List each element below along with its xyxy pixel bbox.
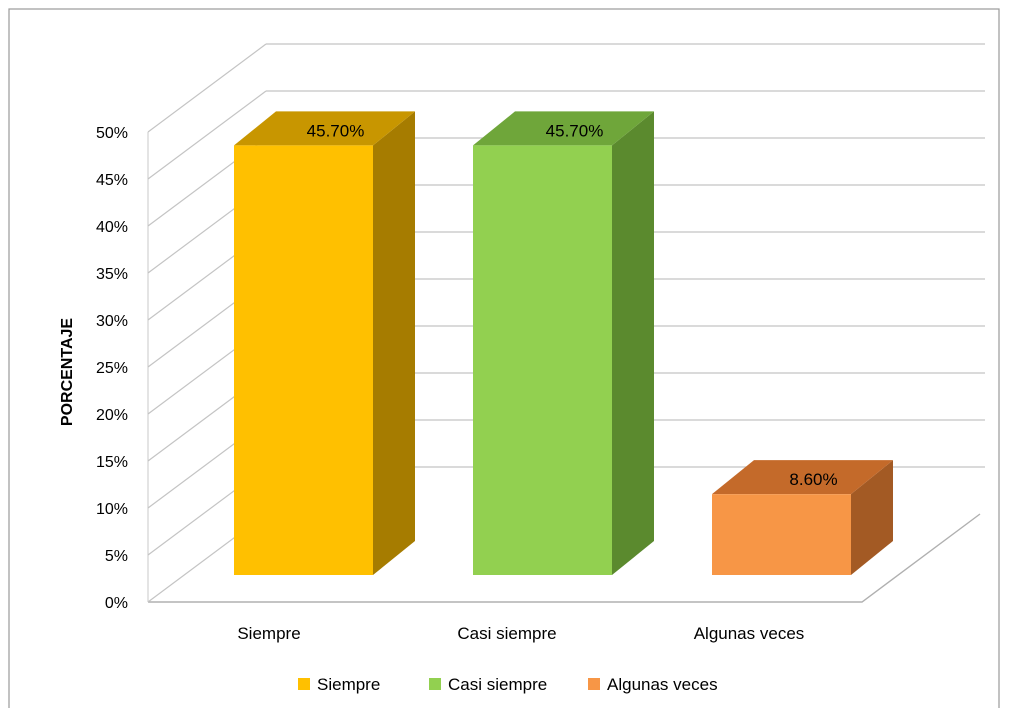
gridline-side bbox=[147, 43, 267, 133]
y-tick-label: 40% bbox=[96, 219, 128, 236]
gridline-side bbox=[147, 90, 267, 180]
bar-1: 45.70% bbox=[234, 111, 415, 576]
legend-item: Siempre bbox=[298, 675, 380, 694]
bar-top bbox=[712, 460, 893, 495]
data-label: 45.70% bbox=[307, 121, 365, 140]
bar-top bbox=[473, 111, 654, 146]
bar-2: 45.70% bbox=[473, 111, 654, 576]
y-tick-label: 20% bbox=[96, 407, 128, 424]
x-tick-label: Algunas veces bbox=[694, 624, 805, 643]
y-tick-label: 5% bbox=[105, 548, 128, 565]
data-label: 45.70% bbox=[546, 121, 604, 140]
y-tick-label: 15% bbox=[96, 454, 128, 471]
y-tick-label: 30% bbox=[96, 313, 128, 330]
bar-top bbox=[234, 111, 415, 146]
x-tick-label: Casi siempre bbox=[457, 624, 556, 643]
legend-swatch bbox=[429, 678, 441, 690]
bars: 45.70% 45.70% 8.60% bbox=[234, 111, 893, 576]
legend-label: Casi siempre bbox=[448, 675, 547, 694]
legend-label: Algunas veces bbox=[607, 675, 718, 694]
y-tick-label: 10% bbox=[96, 501, 128, 518]
y-tick-label: 35% bbox=[96, 266, 128, 283]
floor-edge bbox=[148, 513, 981, 603]
legend-label: Siempre bbox=[317, 675, 380, 694]
bar-side bbox=[851, 460, 893, 575]
bar-front bbox=[473, 145, 612, 576]
legend-item: Algunas veces bbox=[588, 675, 718, 694]
legend-swatch bbox=[298, 678, 310, 690]
bar-front bbox=[712, 494, 851, 575]
legend-item: Casi siempre bbox=[429, 675, 547, 694]
legend-swatch bbox=[588, 678, 600, 690]
legend: Siempre Casi siempre Algunas veces bbox=[298, 675, 718, 694]
y-tick-label: 45% bbox=[96, 172, 128, 189]
data-label: 8.60% bbox=[789, 470, 837, 489]
y-tick-label: 50% bbox=[96, 125, 128, 142]
x-axis-category-labels: Siempre Casi siempre Algunas veces bbox=[237, 624, 804, 643]
x-tick-label: Siempre bbox=[237, 624, 300, 643]
bar-side bbox=[373, 111, 415, 576]
y-tick-label: 25% bbox=[96, 360, 128, 377]
bar-side bbox=[612, 111, 654, 576]
bar-3: 8.60% bbox=[712, 460, 893, 575]
y-axis-tick-labels: 0% 5% 10% 15% 20% 25% 30% 35% 40% 45% 50% bbox=[96, 125, 128, 612]
y-tick-label: 0% bbox=[105, 595, 128, 612]
bar-front bbox=[234, 145, 373, 576]
y-axis-title: PORCENTAJE bbox=[59, 318, 76, 426]
